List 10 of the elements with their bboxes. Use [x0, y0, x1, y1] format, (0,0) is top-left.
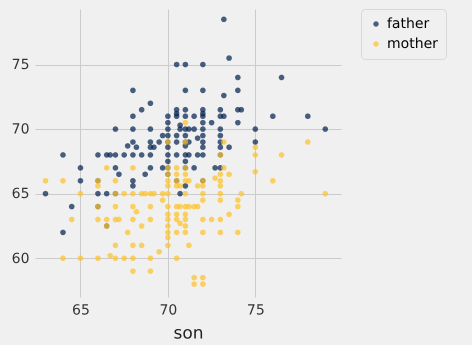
- y-tick-label: 60: [12, 250, 30, 267]
- x-axis-title: son: [173, 324, 204, 344]
- y-tick-label: 75: [12, 57, 30, 74]
- legend-label: mother: [387, 36, 438, 52]
- y-tick-label: 65: [12, 186, 30, 202]
- legend-label: father: [387, 16, 430, 32]
- x-tick-label: 75: [246, 302, 265, 318]
- x-tick-label: 70: [159, 302, 178, 318]
- y-tick-label: 70: [12, 122, 30, 138]
- x-tick-label: 65: [72, 302, 90, 318]
